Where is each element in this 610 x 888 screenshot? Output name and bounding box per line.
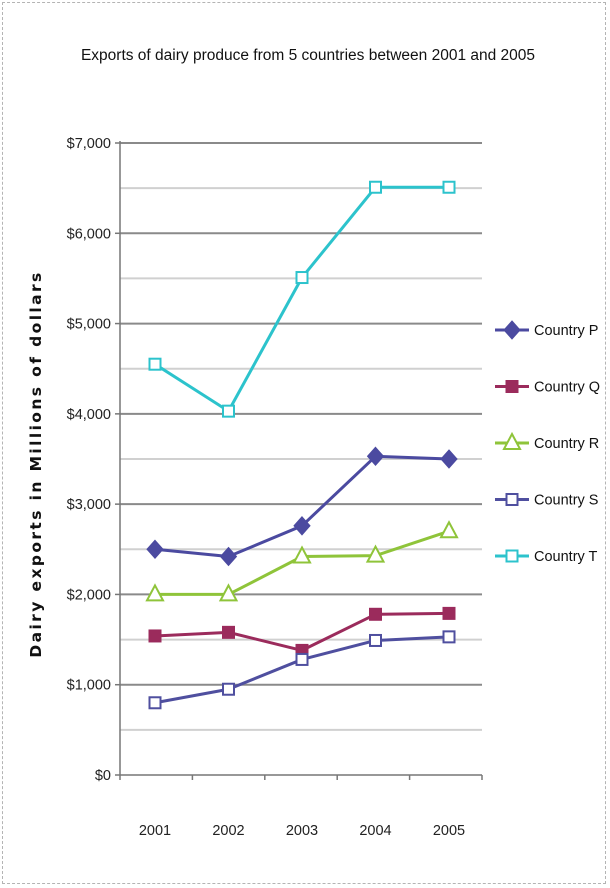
data-point-country-r: [439, 520, 459, 539]
legend-label: Country Q: [534, 380, 600, 396]
data-point-country-t: [442, 180, 456, 194]
y-tick-label: $5,000: [67, 317, 111, 333]
data-point-country-p: [219, 546, 238, 567]
legend-label: Country S: [534, 493, 598, 509]
x-tick-label: 2001: [139, 823, 171, 839]
legend-item-country-r: Country R: [495, 431, 599, 452]
y-tick-label: $7,000: [67, 136, 111, 152]
y-tick-label: $0: [95, 768, 111, 784]
series-line-country-t: [154, 185, 449, 413]
series-country-r: [145, 520, 459, 602]
legend-label: Country T: [534, 549, 598, 565]
series-country-s: [148, 630, 456, 710]
data-point-country-q: [442, 606, 456, 620]
data-point-country-q: [369, 607, 382, 621]
legend-marker: [505, 380, 519, 393]
data-point-country-p: [440, 449, 458, 469]
legend-label: Country R: [534, 436, 599, 452]
legend-marker: [505, 493, 519, 506]
series-country-t: [148, 180, 456, 418]
x-tick-label: 2002: [212, 823, 244, 839]
x-tick-label: 2005: [433, 823, 465, 839]
data-point-country-p: [366, 446, 385, 467]
data-point-country-s: [295, 652, 309, 666]
data-point-country-s: [369, 633, 382, 647]
legend-item-country-p: Country P: [495, 320, 598, 340]
series-country-p: [146, 446, 458, 567]
chart-title: Exports of dairy produce from 5 countrie…: [81, 47, 535, 64]
data-point-country-s: [222, 682, 235, 696]
data-point-country-t: [148, 357, 162, 371]
data-point-country-r: [292, 545, 312, 564]
data-point-country-s: [148, 696, 162, 710]
data-point-country-r: [218, 583, 239, 602]
legend-item-country-t: Country T: [495, 549, 598, 565]
data-point-country-q: [222, 625, 235, 639]
legend-label: Country P: [534, 323, 598, 339]
legend-marker: [503, 320, 521, 340]
data-point-country-p: [293, 516, 311, 536]
x-tick-label: 2004: [359, 823, 391, 839]
y-tick-labels: $0 $1,000 $2,000 $3,000 $4,000 $5,000 $6,000 $7…: [67, 136, 111, 784]
x-tick-label: 2003: [286, 823, 318, 839]
series-lines: [145, 180, 459, 710]
y-tick-label: $6,000: [67, 226, 111, 242]
y-axis-label: Dairy exports in Millions of dollars: [27, 270, 45, 657]
y-tick-label: $3,000: [67, 497, 111, 513]
data-point-country-t: [369, 180, 382, 194]
data-point-country-t: [295, 271, 309, 285]
x-tick-labels: 2001 2002 2003 2004 2005: [139, 823, 465, 839]
data-point-country-t: [222, 404, 235, 418]
legend: Country P Country Q Country R Country S Coun…: [495, 320, 600, 565]
data-point-country-q: [148, 629, 162, 643]
series-line-country-p: [154, 454, 450, 559]
legend-item-country-s: Country S: [495, 493, 598, 509]
y-tick-label: $1,000: [67, 678, 111, 694]
data-point-country-s: [442, 630, 456, 644]
legend-marker: [505, 549, 519, 563]
y-tick-label: $2,000: [67, 587, 111, 603]
y-tick-label: $4,000: [67, 407, 111, 423]
data-point-country-r: [145, 583, 165, 602]
axes: [115, 141, 483, 780]
series-country-q: [148, 606, 456, 657]
data-point-country-p: [146, 539, 164, 560]
gridlines: [120, 142, 482, 731]
legend-marker: [502, 431, 522, 450]
legend-item-country-q: Country Q: [495, 380, 600, 396]
data-point-country-r: [365, 544, 386, 563]
